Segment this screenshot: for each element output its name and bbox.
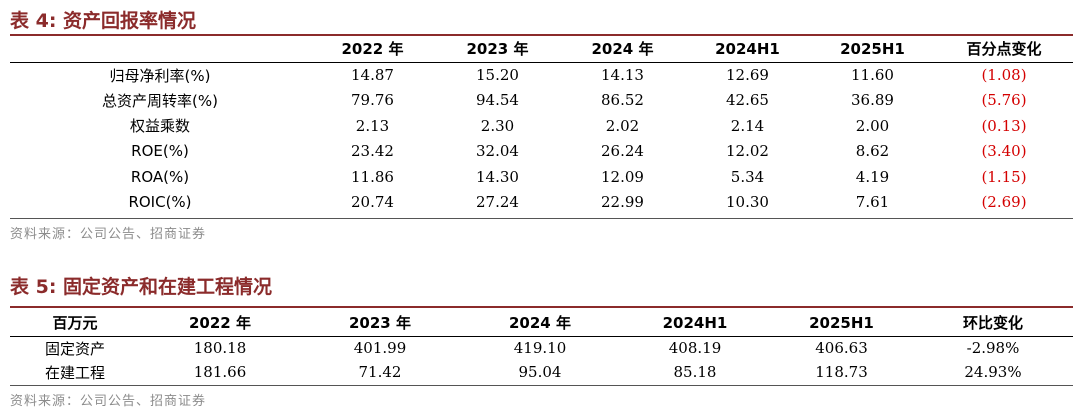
- table-cell: 94.54: [476, 91, 519, 110]
- table4-header-row: 2022 年 2023 年 2024 年 2024H1 2025H1 百分点变化: [10, 36, 1073, 63]
- table-cell: 181.66: [193, 363, 247, 381]
- table-cell: 12.02: [726, 142, 769, 161]
- table-cell: 85.18: [673, 363, 717, 381]
- change-cell: (2.69): [981, 193, 1027, 212]
- table5-header-row: 百万元 2022 年 2023 年 2024 年 2024H1 2025H1 环…: [10, 310, 1073, 337]
- table5-header-cell: 2024H1: [620, 310, 770, 337]
- row-label: 在建工程: [44, 363, 105, 382]
- table-row: ROIC(%) 20.74 27.24 22.99 10.30 7.61 (2.…: [10, 190, 1073, 216]
- table-cell: 406.63: [815, 339, 868, 358]
- table-cell: 2.02: [605, 116, 640, 135]
- table4-header-cell: 百分点变化: [935, 36, 1073, 63]
- table-cell: 2.30: [480, 116, 515, 135]
- table5-header-cell: 2023 年: [300, 310, 460, 337]
- table-cell: 7.61: [855, 193, 890, 212]
- table4-header-cell: 2024H1: [685, 36, 810, 63]
- table-cell: 14.87: [351, 66, 394, 84]
- table-cell: 11.60: [851, 66, 894, 84]
- table5-bottom-rule: [10, 385, 1073, 386]
- table-cell: 118.73: [815, 363, 868, 381]
- table-row: 在建工程 181.66 71.42 95.04 85.18 118.73 24.…: [10, 360, 1073, 384]
- table-cell: 4.19: [855, 167, 890, 186]
- table5-header-cell: 环比变化: [913, 310, 1073, 337]
- table-cell: 2.14: [730, 116, 765, 135]
- table-cell: 408.19: [668, 339, 722, 358]
- table-cell: 15.20: [476, 66, 519, 84]
- table-row: 固定资产 180.18 401.99 419.10 408.19 406.63 …: [10, 336, 1073, 360]
- change-cell: (5.76): [981, 91, 1027, 110]
- table-cell: 10.30: [726, 193, 769, 212]
- change-cell: -2.98%: [966, 339, 1020, 358]
- table-cell: 419.10: [513, 339, 567, 358]
- change-cell: (1.08): [981, 66, 1027, 84]
- row-label: ROA(%): [130, 167, 190, 186]
- table5-header-cell: 百万元: [10, 310, 140, 337]
- row-label: 固定资产: [44, 339, 105, 358]
- table-cell: 8.62: [855, 142, 890, 161]
- table-cell: 180.18: [193, 339, 247, 358]
- table5-caption-rule: [10, 306, 1073, 308]
- table4-header-cell: 2023 年: [435, 36, 560, 63]
- table-row: ROE(%) 23.42 32.04 26.24 12.02 8.62 (3.4…: [10, 139, 1073, 165]
- table5: 百万元 2022 年 2023 年 2024 年 2024H1 2025H1 环…: [10, 310, 1073, 384]
- table-cell: 12.09: [601, 167, 644, 186]
- table4-header-cell: [10, 36, 310, 63]
- change-cell: (3.40): [981, 142, 1027, 161]
- table-row: 归母净利率(%) 14.87 15.20 14.13 12.69 11.60 (…: [10, 62, 1073, 88]
- table-cell: 71.42: [358, 363, 402, 381]
- table4-header-cell: 2022 年: [310, 36, 435, 63]
- change-cell: 24.93%: [964, 363, 1022, 381]
- table5-header-cell: 2025H1: [770, 310, 913, 337]
- table-cell: 401.99: [353, 339, 407, 358]
- table5-header-cell: 2024 年: [460, 310, 620, 337]
- table-cell: 22.99: [601, 193, 644, 212]
- table-cell: 79.76: [351, 91, 394, 110]
- table-cell: 42.65: [726, 91, 769, 110]
- table4-source-note: 资料来源：公司公告、招商证券: [10, 227, 207, 242]
- table-cell: 14.13: [601, 66, 644, 84]
- table4-caption-rule: [10, 34, 1073, 36]
- row-label: 总资产周转率(%): [102, 91, 218, 110]
- row-label: ROE(%): [131, 142, 189, 161]
- table5-caption: 表 5: 固定资产和在建工程情况: [10, 276, 273, 298]
- table-cell: 23.42: [351, 142, 394, 161]
- table-cell: 95.04: [518, 363, 562, 381]
- table-row: 总资产周转率(%) 79.76 94.54 86.52 42.65 36.89 …: [10, 88, 1073, 114]
- table4-caption: 表 4: 资产回报率情况: [10, 10, 197, 32]
- table-cell: 12.69: [726, 66, 769, 84]
- table-cell: 2.13: [355, 116, 390, 135]
- row-label: 归母净利率(%): [109, 66, 211, 85]
- table-cell: 86.52: [601, 91, 644, 110]
- table-row: 权益乘数 2.13 2.30 2.02 2.14 2.00 (0.13): [10, 113, 1073, 139]
- table-cell: 11.86: [351, 167, 394, 186]
- table4-header-cell: 2025H1: [810, 36, 935, 63]
- table-cell: 26.24: [601, 142, 644, 161]
- table-cell: 20.74: [351, 193, 394, 212]
- row-label: ROIC(%): [128, 193, 192, 212]
- table4: 2022 年 2023 年 2024 年 2024H1 2025H1 百分点变化…: [10, 36, 1073, 215]
- change-cell: (0.13): [981, 116, 1027, 135]
- table-row: ROA(%) 11.86 14.30 12.09 5.34 4.19 (1.15…: [10, 164, 1073, 190]
- change-cell: (1.15): [981, 167, 1027, 186]
- table-cell: 14.30: [476, 167, 519, 186]
- table-cell: 27.24: [476, 193, 519, 212]
- table-cell: 5.34: [730, 167, 765, 186]
- table4-header-cell: 2024 年: [560, 36, 685, 63]
- table-cell: 32.04: [476, 142, 519, 161]
- table4-bottom-rule: [10, 218, 1073, 219]
- table-cell: 2.00: [855, 116, 890, 135]
- row-label: 权益乘数: [129, 117, 190, 136]
- table5-header-cell: 2022 年: [140, 310, 300, 337]
- table5-source-note: 资料来源：公司公告、招商证券: [10, 394, 207, 409]
- table-cell: 36.89: [851, 91, 894, 110]
